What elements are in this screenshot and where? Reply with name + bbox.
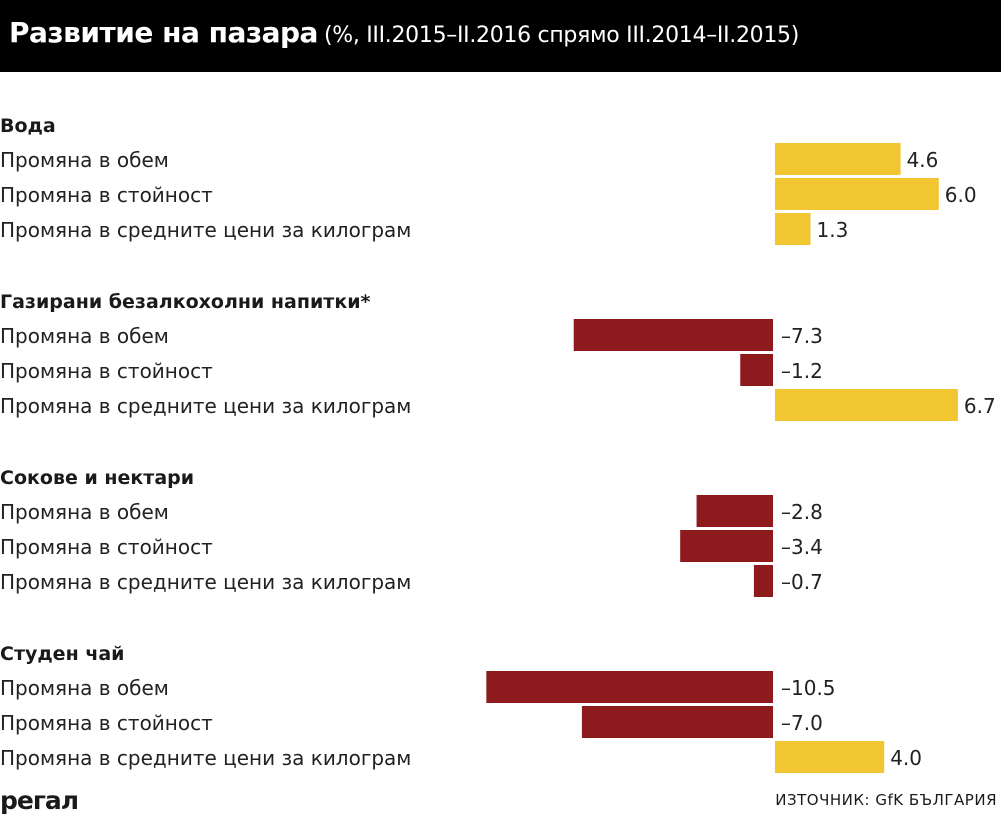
- row-label: Промяна в обем: [0, 676, 169, 700]
- value-label: 4.0: [890, 746, 922, 770]
- bar-negative: [581, 706, 773, 738]
- value-label: –3.4: [781, 535, 823, 559]
- bar-positive: [775, 178, 939, 210]
- value-label: –7.3: [781, 324, 823, 348]
- chart-subtitle: (%, III.2015–II.2016 спрямо III.2014–II.…: [323, 23, 800, 48]
- bar-positive: [775, 741, 885, 773]
- value-label: 4.6: [907, 148, 939, 172]
- bar-positive: [775, 143, 901, 175]
- bar-negative: [696, 495, 773, 527]
- value-label: –0.7: [781, 570, 823, 594]
- value-label: 6.0: [945, 183, 977, 207]
- bar-negative: [740, 354, 773, 386]
- row-label: Промяна в средните цени за килограм: [0, 746, 411, 770]
- row-label: Промяна в стойност: [0, 183, 213, 207]
- row-label: Промяна в обем: [0, 148, 169, 172]
- row-label: Промяна в стойност: [0, 711, 213, 735]
- chart-header: Развитие на пазара (%, III.2015–II.2016 с…: [0, 0, 1001, 72]
- value-label: –10.5: [781, 676, 836, 700]
- group-title: Сокове и нектари: [0, 467, 194, 489]
- bar-negative: [486, 671, 773, 703]
- row-label: Промяна в стойност: [0, 359, 213, 383]
- row-label: Промяна в обем: [0, 324, 169, 348]
- row-label: Промяна в обем: [0, 500, 169, 524]
- regal-logo: регал: [0, 786, 79, 815]
- chart-title: Развитие на пазара: [9, 16, 318, 49]
- group-title: Газирани безалкохолни напитки*: [0, 291, 371, 313]
- row-label: Промяна в средните цени за килограм: [0, 570, 411, 594]
- bar-negative: [680, 530, 773, 562]
- value-label: –2.8: [781, 500, 823, 524]
- value-label: 6.7: [964, 394, 996, 418]
- group-title: Вода: [0, 115, 56, 137]
- bar-chart: Вода Промяна в обем 4.6 Промяна в стойност 6…: [0, 115, 996, 773]
- value-label: –1.2: [781, 359, 823, 383]
- value-label: 1.3: [816, 218, 848, 242]
- value-label: –7.0: [781, 711, 823, 735]
- bar-positive: [775, 389, 958, 421]
- row-label: Промяна в средните цени за килограм: [0, 218, 411, 242]
- bar-negative: [573, 319, 773, 351]
- row-label: Промяна в стойност: [0, 535, 213, 559]
- bar-positive: [775, 213, 811, 245]
- bar-negative: [753, 565, 773, 597]
- row-label: Промяна в средните цени за килограм: [0, 394, 411, 418]
- group-title: Студен чай: [0, 643, 125, 665]
- source-note: ИЗТОЧНИК: GfK БЪЛГАРИЯ: [775, 791, 997, 809]
